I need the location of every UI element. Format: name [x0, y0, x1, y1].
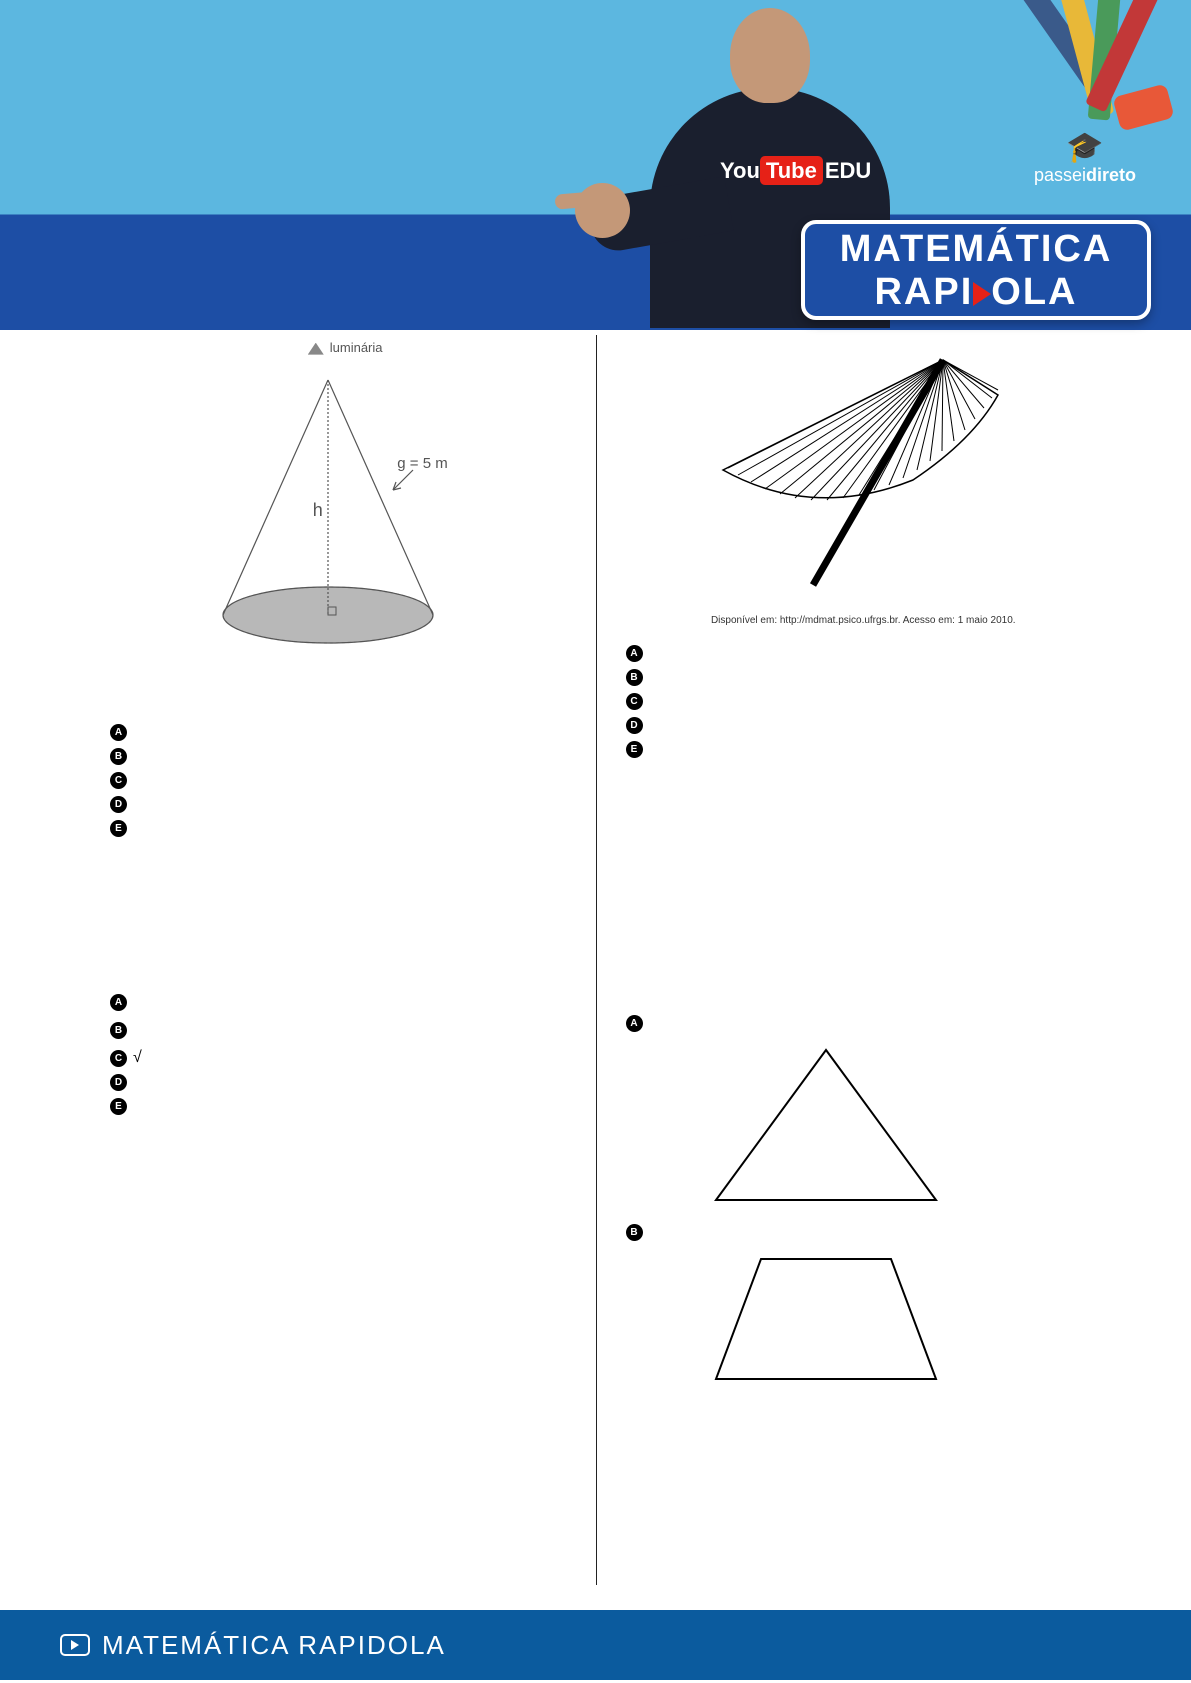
youtube-edu-logo: YouTubeEDU: [720, 158, 871, 184]
option-b[interactable]: B: [110, 744, 566, 768]
triangle-shape: [706, 1045, 1102, 1210]
logo-line-2: RAPIOLA: [805, 271, 1147, 314]
spacer: [90, 840, 566, 980]
option-c[interactable]: C: [626, 689, 1102, 713]
luminaria-label: luminária: [308, 340, 383, 355]
option-c[interactable]: C: [110, 768, 566, 792]
play-button-icon[interactable]: [60, 1634, 90, 1656]
source-citation: Disponível em: http://mdmat.psico.ufrgs.…: [626, 615, 1102, 626]
cone-figure: luminária g = 5 m h: [198, 340, 458, 660]
option-a[interactable]: A: [110, 990, 566, 1014]
option-c[interactable]: C√: [110, 1046, 566, 1070]
option-e[interactable]: E: [110, 1094, 566, 1118]
footer-title: MATEMÁTICA RAPIDOLA: [102, 1630, 446, 1661]
pencils-decoration: [961, 0, 1191, 100]
option-b[interactable]: B: [626, 1220, 1102, 1244]
umbrella-figure: [713, 340, 1013, 600]
passeidireto-logo: 🎓 passeidireto: [1034, 130, 1136, 186]
option-b[interactable]: B: [626, 665, 1102, 689]
generatrix-label: g = 5 m: [397, 455, 447, 472]
sqrt-symbol: √: [133, 1049, 142, 1067]
play-triangle-icon: [973, 282, 991, 306]
option-d[interactable]: D: [626, 713, 1102, 737]
footer: MATEMÁTICA RAPIDOLA: [0, 1610, 1191, 1680]
option-e[interactable]: E: [626, 737, 1102, 761]
left-column: luminária g = 5 m h A B C D E A: [60, 330, 596, 1570]
content-area: luminária g = 5 m h A B C D E A: [0, 330, 1191, 1610]
trapezoid-shape: [706, 1254, 1102, 1389]
q3-options: A B C D E: [626, 641, 1102, 761]
spacer: [626, 761, 1102, 1011]
head-shape: [730, 8, 810, 103]
cone-diagram: [198, 365, 458, 655]
q4-options: A B: [626, 1011, 1102, 1389]
option-b[interactable]: B: [110, 1014, 566, 1046]
option-a[interactable]: A: [626, 641, 1102, 665]
option-d[interactable]: D: [110, 792, 566, 816]
right-column: Disponível em: http://mdmat.psico.ufrgs.…: [596, 330, 1132, 1570]
option-a[interactable]: A: [626, 1011, 1102, 1035]
option-e[interactable]: E: [110, 816, 566, 840]
matematica-rapidola-logo: MATEMÁTICA RAPIOLA: [801, 220, 1151, 320]
option-a[interactable]: A: [110, 720, 566, 744]
brand-text: passeidireto: [1034, 165, 1136, 185]
graduation-cap-icon: 🎓: [1034, 130, 1136, 165]
eraser-icon: [1112, 83, 1174, 131]
logo-line-1: MATEMÁTICA: [805, 228, 1147, 271]
option-d[interactable]: D: [110, 1070, 566, 1094]
height-label: h: [313, 500, 323, 521]
header: 🎓 passeidireto YouTubeEDU MATEMÁTICA RAP…: [0, 0, 1191, 330]
q1-options: A B C D E: [110, 720, 566, 840]
q2-options: A B C√ D E: [110, 990, 566, 1118]
